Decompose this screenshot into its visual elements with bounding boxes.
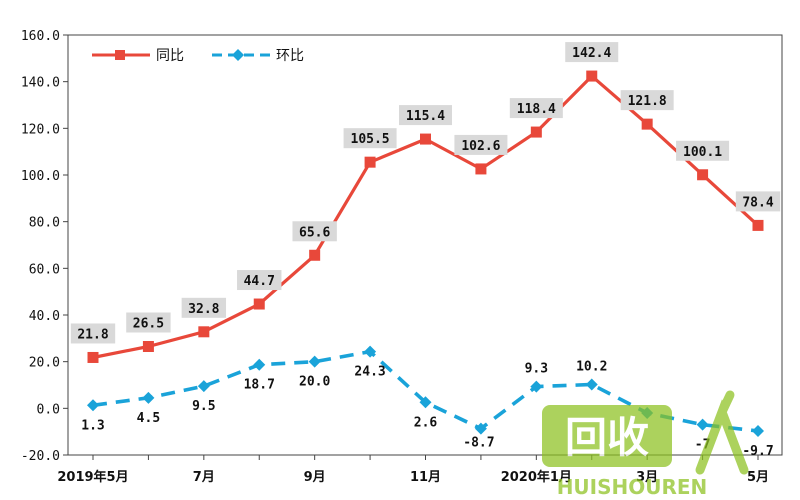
x-tick-label: 2019年5月 <box>57 469 128 485</box>
data-label-yoy: 21.8 <box>77 327 108 342</box>
y-tick-label: 60.0 <box>29 262 60 277</box>
y-tick-label: 140.0 <box>21 76 60 91</box>
data-point-mom <box>142 391 155 404</box>
data-point-yoy <box>309 249 321 261</box>
data-label-yoy: 78.4 <box>742 195 773 210</box>
data-label-yoy: 65.6 <box>299 225 330 240</box>
y-tick-label: 20.0 <box>29 356 60 371</box>
data-point-yoy <box>253 298 265 310</box>
data-point-yoy <box>586 70 598 82</box>
data-label-mom: 4.5 <box>137 411 160 426</box>
data-label-yoy: 142.4 <box>572 46 611 61</box>
data-label-mom: -9.7 <box>742 444 773 459</box>
data-label-yoy: 115.4 <box>406 109 445 124</box>
watermark-en-text: HUISHOUREN <box>557 475 708 499</box>
data-label-bg-yoy <box>620 90 674 111</box>
data-label-yoy: 105.5 <box>351 132 390 147</box>
data-label-mom: 9.5 <box>192 399 215 414</box>
data-point-mom <box>530 380 543 393</box>
y-tick-label: -20.0 <box>21 449 60 464</box>
data-point-yoy <box>198 326 210 338</box>
data-label-bg-yoy <box>70 323 116 344</box>
data-label-bg-yoy <box>126 312 171 333</box>
data-label-bg-yoy <box>343 128 397 149</box>
y-tick-label: 0.0 <box>37 402 60 417</box>
data-label-bg-yoy <box>399 105 452 126</box>
y-tick-label: 40.0 <box>29 309 60 324</box>
data-point-mom <box>253 358 266 371</box>
data-point-mom <box>696 418 709 431</box>
y-tick-label: 100.0 <box>21 169 60 184</box>
data-label-bg-yoy <box>735 191 781 212</box>
data-label-bg-yoy <box>181 297 227 318</box>
legend-label-mom: 环比 <box>276 48 304 64</box>
data-label-yoy: 102.6 <box>461 139 500 154</box>
data-point-yoy <box>475 163 487 175</box>
x-tick-label: 9月 <box>304 470 326 485</box>
data-label-mom: 10.2 <box>576 360 607 375</box>
y-tick-label: 120.0 <box>21 122 60 137</box>
legend-marker-mom <box>232 49 244 61</box>
data-label-mom: 2.6 <box>414 415 438 430</box>
data-label-bg-yoy <box>292 221 337 242</box>
data-label-bg-yoy <box>565 42 619 63</box>
data-point-mom <box>419 396 432 409</box>
data-label-bg-yoy <box>676 140 730 161</box>
data-point-mom <box>585 378 598 391</box>
data-label-yoy: 100.1 <box>683 145 722 160</box>
data-point-yoy <box>364 156 376 168</box>
data-point-yoy <box>420 133 431 145</box>
data-point-mom <box>752 424 764 437</box>
data-label-mom: 24.3 <box>354 365 385 380</box>
data-label-yoy: 121.8 <box>628 94 667 109</box>
x-tick-label: 2020年1月 <box>501 469 572 485</box>
watermark-cn-text: 回收 <box>565 413 649 462</box>
x-tick-label: 11月 <box>410 470 441 485</box>
data-point-mom <box>364 345 377 358</box>
data-point-yoy <box>697 169 709 181</box>
data-label-yoy: 44.7 <box>244 274 275 289</box>
y-tick-label: 80.0 <box>29 216 60 231</box>
data-point-yoy <box>87 351 99 363</box>
data-label-mom: 1.3 <box>81 418 104 433</box>
plot-frame <box>67 34 783 456</box>
watermark-person-icon <box>695 390 749 475</box>
watermark-logo: 回收 HUISHOUREN <box>542 390 749 499</box>
legend: 同比 环比 <box>92 48 304 64</box>
series-layer <box>87 70 764 437</box>
data-point-yoy <box>641 118 653 130</box>
data-point-mom <box>308 355 321 368</box>
data-label-mom: 18.7 <box>244 378 275 393</box>
data-point-mom <box>197 380 210 393</box>
data-point-yoy <box>142 341 154 352</box>
x-tick-label: 3月 <box>636 470 658 485</box>
data-label-yoy: 32.8 <box>188 302 219 317</box>
data-label-mom: 9.3 <box>525 362 548 377</box>
y-tick-label: 160.0 <box>21 29 60 44</box>
watermark-box <box>542 405 672 467</box>
x-tick-label: 7月 <box>193 470 215 485</box>
axes: -20.0 0.0 20.0 40.0 60.0 80.0 100.0 120.0 140.0 1… <box>21 29 783 485</box>
data-label-bg-yoy <box>237 270 282 291</box>
data-label-yoy: 118.4 <box>517 102 556 117</box>
data-label-bg-yoy <box>509 98 563 119</box>
data-point-yoy <box>752 219 764 231</box>
data-label-yoy: 26.5 <box>133 317 164 332</box>
data-label-mom: -8.7 <box>463 436 494 451</box>
data-label-mom: 20.0 <box>299 375 330 390</box>
data-label-bg-yoy <box>454 134 508 155</box>
data-point-mom <box>87 399 99 412</box>
legend-marker-yoy <box>115 50 125 60</box>
data-point-mom <box>474 422 487 435</box>
legend-label-yoy: 同比 <box>156 48 184 64</box>
x-tick-label: 5月 <box>747 470 769 485</box>
data-point-yoy <box>530 126 542 138</box>
data-labels-layer: 21.8 26.5 32.8 44.7 65.6 105.5 115.4 102.6 118.4… <box>70 42 781 459</box>
